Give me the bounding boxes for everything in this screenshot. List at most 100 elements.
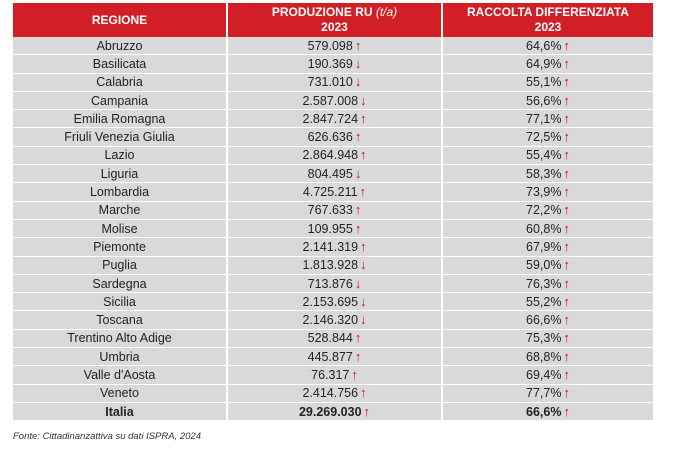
collection-cell-value: 72,2%: [526, 203, 562, 218]
production-cell: 2.141.319 ↑: [228, 238, 443, 257]
production-cell: 731.010 ↓: [228, 73, 443, 92]
production-cell-value: 76.317: [311, 367, 350, 382]
table-header: REGIONE PRODUZIONE RU (t/a) 2023 RACCOLT…: [13, 3, 653, 37]
collection-cell: 69,4% ↑: [443, 366, 653, 385]
collection-cell-value: 73,9%: [526, 185, 562, 200]
arrow-up-icon: ↑: [563, 403, 570, 419]
arrow-up-icon: ↑: [563, 37, 570, 53]
region-cell: Puglia: [13, 256, 228, 275]
production-cell-value: 4.725.211: [302, 185, 358, 200]
collection-cell: 72,5% ↑: [443, 128, 653, 147]
production-cell: 767.633 ↑: [228, 201, 443, 220]
table-row: Lazio 2.864.948 ↑ 55,4% ↑: [13, 146, 653, 166]
region-cell: Toscana: [13, 311, 228, 330]
table-row: Liguria 804.495 ↓ 58,3% ↑: [13, 165, 653, 184]
arrow-up-icon: ↑: [351, 366, 358, 382]
source-note: Fonte: Cittadinanzattiva su dati ISPRA, …: [13, 431, 201, 442]
production-cell-value: 2.587.008: [302, 93, 359, 108]
header-production-year: 2023: [321, 20, 348, 34]
collection-cell: 55,4% ↑: [443, 146, 653, 166]
arrow-up-icon: ↑: [354, 330, 362, 346]
production-cell-value: 2.847.724: [302, 111, 359, 126]
production-cell-value: 29.269.030: [298, 404, 362, 419]
production-cell: 76.317 ↑: [228, 366, 443, 385]
waste-table-container: REGIONE PRODUZIONE RU (t/a) 2023 RACCOLT…: [13, 3, 653, 421]
collection-cell: 56,6% ↑: [443, 91, 653, 111]
production-cell: 29.269.030 ↑: [228, 402, 443, 421]
arrow-up-icon: ↑: [354, 220, 362, 236]
arrow-down-icon: ↓: [360, 312, 367, 328]
table-row: Umbria 445.877 ↑ 68,8% ↑: [13, 348, 653, 367]
region-cell: Valle d'Aosta: [13, 366, 228, 385]
production-cell-value: 190.369: [307, 56, 353, 71]
production-cell-value: 2.414.756: [302, 386, 359, 401]
collection-cell: 66,6% ↑: [443, 311, 653, 330]
collection-cell: 64,9% ↑: [443, 55, 653, 74]
region-cell: Molise: [13, 219, 228, 239]
region-cell: Basilicata: [13, 55, 228, 74]
table-row: Campania 2.587.008 ↓ 56,6% ↑: [13, 91, 653, 111]
region-cell: Umbria: [13, 348, 228, 367]
production-cell-value: 626.636: [307, 130, 353, 145]
arrow-down-icon: ↓: [360, 257, 367, 273]
header-row: REGIONE PRODUZIONE RU (t/a) 2023 RACCOLT…: [13, 3, 653, 37]
header-region-label: REGIONE: [91, 12, 148, 27]
collection-cell-value: 67,9%: [526, 239, 562, 254]
arrow-up-icon: ↑: [563, 165, 570, 181]
arrow-up-icon: ↑: [354, 202, 362, 218]
production-cell-value: 445.877: [307, 349, 353, 364]
arrow-up-icon: ↑: [363, 403, 371, 419]
header-production: PRODUZIONE RU (t/a) 2023: [228, 3, 443, 37]
region-cell: Trentino Alto Adige: [13, 329, 228, 349]
arrow-up-icon: ↑: [563, 55, 570, 71]
table-row: Emilia Romagna 2.847.724 ↑ 77,1% ↑: [13, 110, 653, 129]
table-row: Lombardia 4.725.211 ↑ 73,9% ↑: [13, 183, 653, 202]
production-cell-value: 109.955: [307, 221, 353, 236]
arrow-up-icon: ↑: [359, 184, 367, 200]
arrow-up-icon: ↑: [563, 348, 570, 364]
collection-cell-value: 75,3%: [526, 331, 562, 346]
region-cell: Emilia Romagna: [13, 110, 228, 129]
table-row: Veneto 2.414.756 ↑ 77,7% ↑: [13, 384, 653, 403]
production-cell: 2.414.756 ↑: [228, 384, 443, 403]
production-cell: 804.495 ↓: [228, 165, 443, 184]
collection-cell-value: 60,8%: [526, 221, 562, 236]
collection-cell-value: 69,4%: [526, 367, 562, 382]
collection-cell: 67,9% ↑: [443, 238, 653, 257]
production-cell-value: 731.010: [307, 75, 353, 90]
arrow-up-icon: ↑: [563, 184, 570, 200]
region-cell: Sicilia: [13, 293, 228, 312]
collection-cell: 60,8% ↑: [443, 219, 653, 239]
collection-cell: 59,0% ↑: [443, 256, 653, 275]
table-row: Friuli Venezia Giulia 626.636 ↑ 72,5% ↑: [13, 128, 653, 147]
production-cell: 445.877 ↑: [228, 348, 443, 367]
production-cell: 713.876 ↓: [228, 274, 443, 294]
arrow-up-icon: ↑: [563, 238, 570, 254]
production-cell-value: 2.864.948: [302, 148, 359, 163]
arrow-up-icon: ↑: [360, 385, 367, 401]
production-cell-value: 2.141.319: [302, 239, 359, 254]
table-row: Marche 767.633 ↑ 72,2% ↑: [13, 201, 653, 220]
arrow-down-icon: ↓: [354, 275, 362, 291]
table-row: Molise 109.955 ↑ 60,8% ↑: [13, 219, 653, 239]
region-cell: Calabria: [13, 73, 228, 92]
region-cell: Italia: [13, 402, 228, 421]
header-production-title: PRODUZIONE RU: [271, 5, 373, 19]
total-row: Italia 29.269.030 ↑ 66,6% ↑: [13, 402, 653, 421]
arrow-up-icon: ↑: [354, 129, 362, 145]
table-row: Basilicata 190.369 ↓ 64,9% ↑: [13, 55, 653, 74]
collection-cell-value: 77,1%: [526, 111, 562, 126]
production-cell: 2.587.008 ↓: [228, 91, 443, 111]
collection-cell: 68,8% ↑: [443, 348, 653, 367]
collection-cell: 64,6% ↑: [443, 37, 653, 56]
production-cell: 528.844 ↑: [228, 329, 443, 349]
production-cell: 1.813.928 ↓: [228, 256, 443, 275]
header-collection: RACCOLTA DIFFERENZIATA 2023: [443, 3, 653, 37]
production-cell-value: 579.098: [307, 38, 353, 53]
production-cell: 109.955 ↑: [228, 219, 443, 239]
region-cell: Marche: [13, 201, 228, 220]
collection-cell-value: 77,7%: [526, 386, 562, 401]
table-row: Puglia 1.813.928 ↓ 59,0% ↑: [13, 256, 653, 275]
collection-cell: 73,9% ↑: [443, 183, 653, 202]
arrow-up-icon: ↑: [563, 110, 570, 126]
